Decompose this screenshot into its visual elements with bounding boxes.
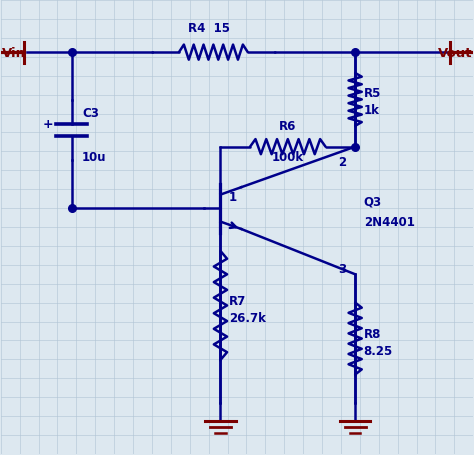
Text: R8: R8 bbox=[364, 328, 381, 340]
Text: 26.7k: 26.7k bbox=[229, 311, 266, 324]
Text: 100k: 100k bbox=[272, 151, 304, 164]
Text: R4  15: R4 15 bbox=[188, 22, 229, 35]
Text: 3: 3 bbox=[338, 263, 346, 276]
Text: R6: R6 bbox=[279, 119, 297, 132]
Text: 8.25: 8.25 bbox=[364, 344, 393, 357]
Text: R5: R5 bbox=[364, 86, 381, 100]
Text: Vin: Vin bbox=[1, 46, 26, 60]
Text: Vout: Vout bbox=[438, 46, 473, 60]
Text: 2N4401: 2N4401 bbox=[364, 215, 415, 228]
Text: 1: 1 bbox=[229, 191, 237, 204]
Text: R7: R7 bbox=[229, 294, 246, 308]
Text: 10u: 10u bbox=[82, 150, 107, 163]
Text: Q3: Q3 bbox=[364, 195, 382, 208]
Text: C3: C3 bbox=[82, 106, 99, 119]
Text: 2: 2 bbox=[338, 156, 346, 169]
Text: +: + bbox=[43, 118, 53, 131]
Text: 1k: 1k bbox=[364, 104, 380, 117]
